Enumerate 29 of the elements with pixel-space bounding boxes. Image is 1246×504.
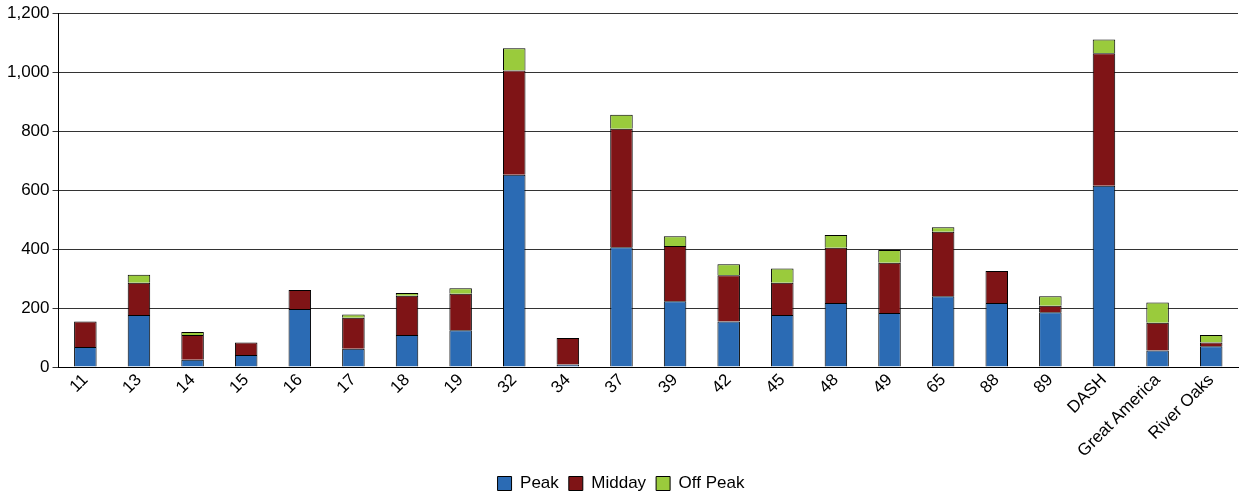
legend-label: Peak bbox=[520, 473, 560, 493]
x-tick-label: 39 bbox=[654, 370, 682, 397]
y-tick-label: 0 bbox=[40, 356, 50, 376]
x-tick-label: 19 bbox=[439, 370, 467, 397]
x-tick-label: 88 bbox=[976, 370, 1003, 397]
x-tick-label: 48 bbox=[815, 370, 843, 397]
x-tick-label: 17 bbox=[332, 370, 360, 397]
y-tick-label: 800 bbox=[21, 120, 50, 140]
x-tick-label: 34 bbox=[547, 370, 574, 397]
y-tick-label: 1,200 bbox=[6, 2, 50, 22]
y-tick-label: 200 bbox=[21, 297, 50, 317]
x-tick-label: 45 bbox=[761, 370, 789, 397]
x-tick-label: 16 bbox=[279, 370, 306, 397]
x-tick-label: 37 bbox=[600, 370, 628, 397]
x-tick-label: 49 bbox=[868, 370, 896, 397]
y-tick-label: 1,000 bbox=[6, 61, 50, 81]
x-tick-label: 89 bbox=[1029, 370, 1057, 397]
legend-label: Off Peak bbox=[678, 473, 745, 493]
legend-label: Midday bbox=[591, 473, 647, 493]
x-tick-label: 32 bbox=[493, 370, 521, 397]
x-tick-label: 15 bbox=[225, 370, 253, 397]
x-tick-label: 42 bbox=[708, 370, 735, 397]
y-tick-label: 600 bbox=[21, 179, 50, 199]
y-tick-label: 400 bbox=[21, 238, 50, 258]
x-tick-label: 14 bbox=[171, 370, 199, 397]
x-tick-label: 13 bbox=[118, 370, 146, 397]
x-tick-label: 18 bbox=[386, 370, 414, 397]
x-tick-label: 11 bbox=[65, 370, 92, 396]
x-tick-label: 65 bbox=[922, 370, 950, 397]
